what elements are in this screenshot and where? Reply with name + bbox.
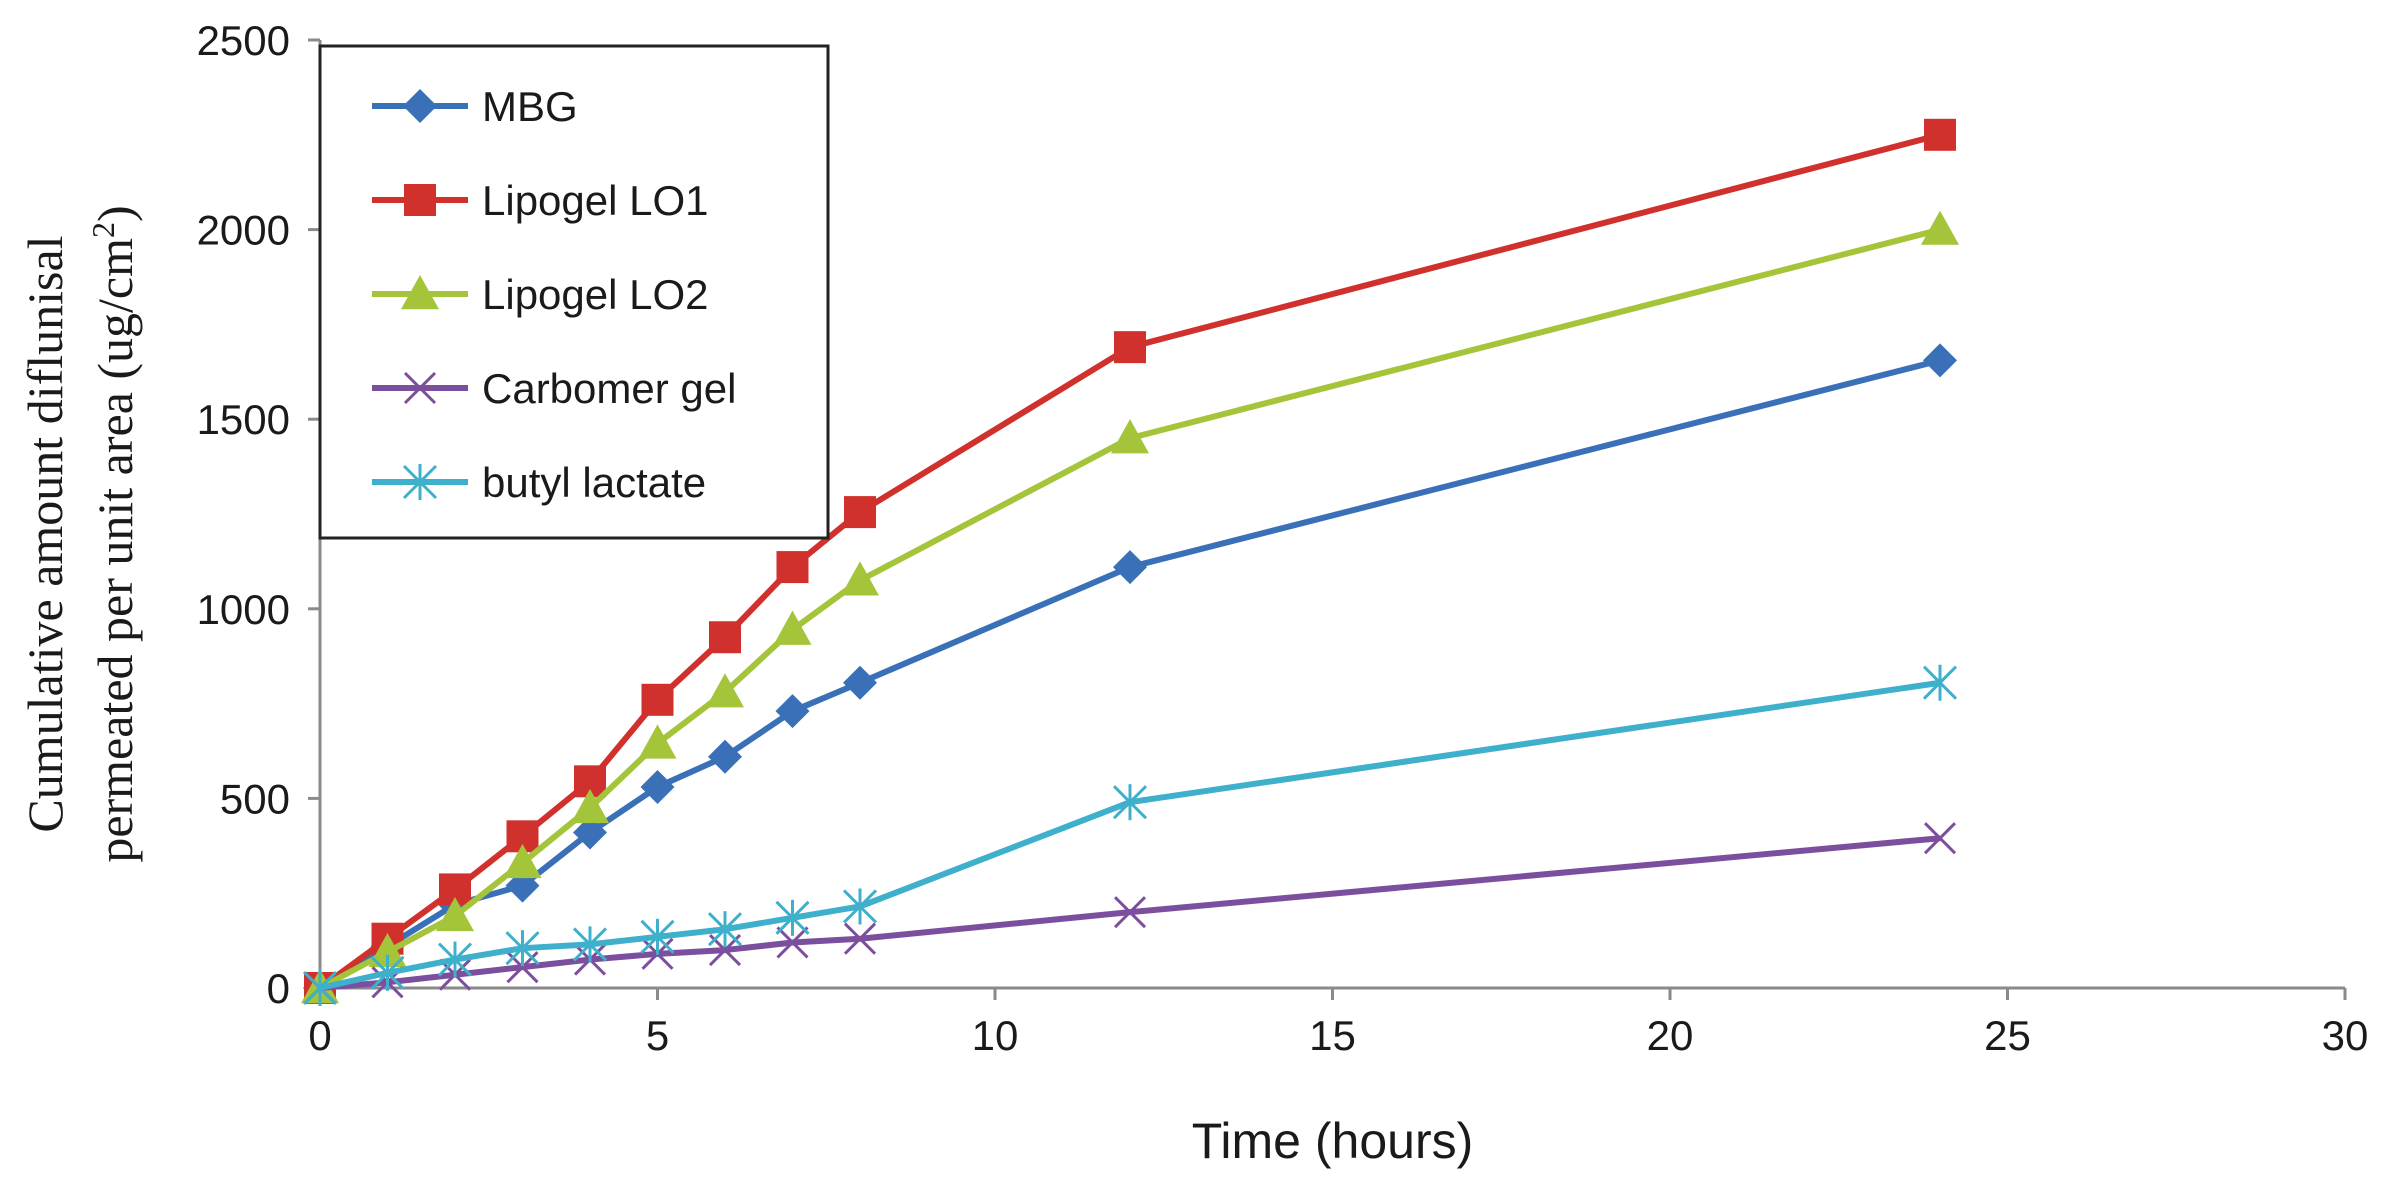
lipogel-lo2-point: [706, 673, 744, 708]
butyl-lactate-point: [1112, 784, 1148, 821]
y-tick-label: 2500: [197, 17, 290, 64]
legend-label: MBG: [482, 83, 578, 130]
mbg-point: [708, 739, 742, 774]
lipogel-lo1-point: [844, 496, 876, 529]
series-line-butyl-lactate: [319, 679, 1941, 991]
lipogel-lo2-point: [841, 561, 879, 596]
lipogel-lo2-point: [368, 932, 407, 968]
legend-item-lipogel-lo1: Lipogel LO1: [372, 177, 709, 224]
y-axis-title-line2: permeated per unit area (ug/cm2): [85, 205, 143, 862]
butyl-lactate-point: [775, 899, 810, 936]
legend-label: Carbomer gel: [482, 365, 736, 412]
lipogel-lo2-point: [638, 724, 677, 759]
lipogel-lo1-point: [1924, 118, 1956, 151]
x-tick-label: 10: [972, 1012, 1019, 1059]
series-mbg: [303, 343, 1957, 1005]
carbomer-gel-point: [776, 926, 809, 959]
legend-item-lipogel-lo2: Lipogel LO2: [372, 271, 709, 318]
y-tick-label: 1000: [197, 586, 290, 633]
butyl-lactate-point: [1922, 664, 1958, 701]
y-axis-title-superscript: 2: [85, 222, 121, 238]
mbg-point: [1923, 343, 1957, 378]
legend-mbg-point: [403, 89, 437, 123]
x-tick-label: 0: [308, 1012, 331, 1059]
legend-label: Lipogel LO2: [482, 271, 709, 318]
lipogel-lo2-point: [436, 896, 474, 932]
y-tick-label: 0: [267, 965, 290, 1012]
carbomer-gel-point: [1113, 896, 1147, 929]
butyl-lactate-point: [437, 941, 473, 978]
lipogel-lo1-point: [709, 621, 741, 654]
legend-butyl-lactate-point: [402, 464, 438, 500]
legend-carbomer-gel-point: [403, 371, 437, 405]
lipogel-lo1-point: [641, 683, 674, 716]
mbg-point: [1113, 550, 1147, 585]
y-tick-label: 500: [220, 775, 290, 822]
legend-lipogel-lo2-point: [401, 275, 439, 310]
lipogel-lo2-point: [1921, 210, 1959, 245]
mbg-point: [843, 665, 877, 700]
legend-item-butyl-lactate: butyl lactate: [372, 459, 706, 506]
series-layer: [301, 118, 1959, 1006]
butyl-lactate-point: [505, 930, 540, 967]
legend-lipogel-lo1-point: [404, 184, 436, 216]
legend-label: butyl lactate: [482, 459, 706, 506]
butyl-lactate-point: [572, 926, 608, 963]
x-tick-label: 30: [2322, 1012, 2369, 1059]
legend-label: Lipogel LO1: [482, 177, 709, 224]
y-tick-label: 2000: [197, 207, 290, 254]
lipogel-lo2-point: [571, 788, 609, 824]
axes: 0 5 10 15 20 25 30 0 500 1000 1500 2000 2500: [197, 17, 2369, 1059]
legend: MBG Lipogel LO1 Lipogel LO2 Carbomer gel but…: [318, 44, 830, 540]
butyl-lactate-point: [370, 954, 405, 991]
lipogel-lo2-point: [773, 610, 812, 645]
mbg-point: [573, 815, 607, 850]
series-carbomer-gel: [303, 822, 1957, 1005]
lipogel-lo2-point: [503, 843, 542, 879]
x-tick-label: 15: [1309, 1012, 1356, 1059]
butyl-lactate-point: [640, 918, 675, 955]
x-tick-label: 5: [646, 1012, 669, 1059]
mbg-point: [640, 770, 675, 805]
y-tick-label: 1500: [197, 396, 290, 443]
x-tick-label: 25: [1984, 1012, 2031, 1059]
x-axis-title: Time (hours): [1192, 1113, 1474, 1169]
butyl-lactate-point: [302, 970, 338, 1006]
y-axis-title-suffix: ): [87, 205, 143, 222]
y-axis-title-prefix: permeated per unit area (ug/cm: [87, 238, 143, 863]
axis-titles: Time (hours) Cumulative amount diflunisal…: [17, 205, 1473, 1169]
lipogel-lo2-point: [1111, 419, 1149, 454]
legend-item-carbomer-gel: Carbomer gel: [372, 365, 736, 412]
x-tick-label: 20: [1647, 1012, 1694, 1059]
mbg-point: [775, 694, 810, 729]
carbomer-gel-point: [1923, 822, 1957, 855]
y-axis-title-line1: Cumulative amount diflunisal: [17, 235, 73, 832]
carbomer-gel-point: [843, 922, 877, 955]
butyl-lactate-point: [707, 911, 743, 948]
lipogel-lo1-point: [776, 551, 809, 584]
legend-item-mbg: MBG: [372, 83, 578, 130]
lipogel-lo1-point: [1114, 331, 1146, 364]
butyl-lactate-point: [842, 888, 878, 925]
series-butyl-lactate: [302, 664, 1958, 1006]
